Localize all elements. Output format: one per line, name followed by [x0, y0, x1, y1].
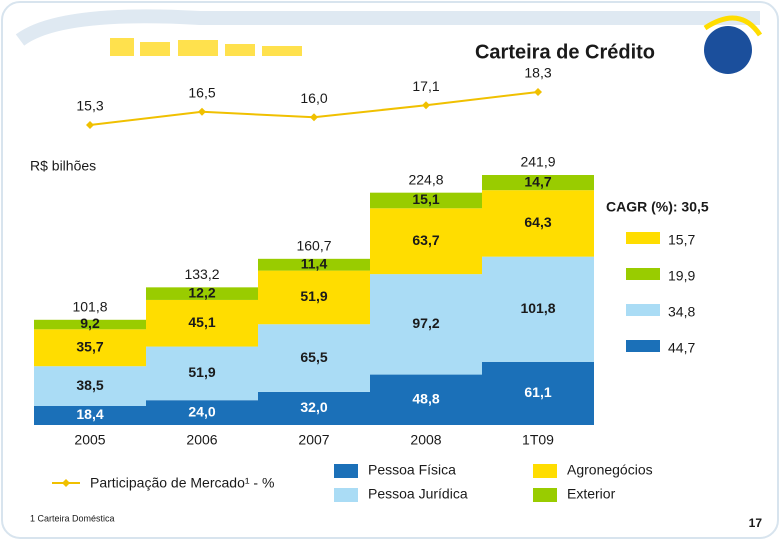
cagr-title: CAGR (%): 30,5 — [606, 199, 709, 215]
bar-segment — [146, 400, 258, 425]
legend-swatch — [334, 464, 358, 478]
value-label: 14,7 — [524, 173, 551, 189]
value-label: 24,0 — [188, 403, 215, 419]
decor-block — [110, 38, 134, 56]
x-tick-label: 2005 — [74, 432, 105, 448]
bar-segment — [34, 366, 146, 406]
line-marker — [534, 88, 542, 96]
legend-label: Participação de Mercado¹ - % — [90, 475, 274, 491]
value-label: 35,7 — [76, 338, 103, 354]
unit-label: R$ bilhões — [30, 158, 96, 174]
x-tick-label: 1T09 — [522, 432, 554, 448]
legend-label: Pessoa Física — [368, 462, 456, 478]
value-label: 12,2 — [188, 284, 215, 300]
value-label: 48,8 — [412, 390, 439, 406]
value-label: 97,2 — [412, 315, 439, 331]
line-value-label: 16,0 — [300, 90, 327, 106]
decor-emblem — [704, 26, 752, 74]
cagr-label: 34,8 — [668, 304, 695, 320]
footnote: 1 Carteira Doméstica — [30, 513, 115, 523]
legend-label: Exterior — [567, 486, 616, 502]
legend-swatch — [334, 488, 358, 502]
chart-title: Carteira de Crédito — [475, 41, 655, 63]
total-label: 224,8 — [408, 171, 443, 187]
legend-swatch — [533, 488, 557, 502]
cagr-label: 15,7 — [668, 232, 695, 248]
bar-segment — [258, 391, 370, 425]
line-marker — [422, 101, 430, 110]
bar-segment — [370, 192, 482, 209]
legend-label: Agronegócios — [567, 462, 653, 478]
cagr-swatch — [626, 340, 660, 352]
decor-logo — [110, 15, 763, 74]
cagr-label: 44,7 — [668, 340, 695, 356]
decor-arc — [703, 15, 763, 37]
value-label: 45,1 — [188, 314, 215, 330]
cagr-swatch — [626, 232, 660, 244]
line-value-label: 16,5 — [188, 85, 215, 101]
value-label: 64,3 — [524, 214, 551, 230]
value-label: 51,9 — [300, 288, 327, 304]
value-label: 15,1 — [412, 191, 439, 207]
decor-block — [225, 44, 255, 56]
line-marker — [86, 121, 94, 129]
value-label: 51,9 — [188, 364, 215, 380]
bar-segment — [34, 329, 146, 367]
line-marker — [198, 107, 206, 116]
bar-segment — [482, 190, 594, 257]
total-label: 133,2 — [184, 266, 219, 282]
legend-marker — [62, 479, 70, 487]
legend-label: Pessoa Jurídica — [368, 486, 468, 502]
decor-band — [15, 9, 760, 46]
bar-segment — [370, 208, 482, 275]
bar-segment — [370, 274, 482, 375]
value-label: 9,2 — [80, 315, 100, 331]
cagr-swatch — [626, 268, 660, 280]
value-label: 38,5 — [76, 377, 103, 393]
bar-segment — [482, 256, 594, 362]
x-tick-label: 2006 — [186, 432, 217, 448]
value-label: 32,0 — [300, 399, 327, 415]
bar-segment — [482, 175, 594, 191]
value-label: 65,5 — [300, 349, 327, 365]
bar-segment — [258, 324, 370, 392]
x-tick-label: 2008 — [410, 432, 441, 448]
bar-segment — [370, 374, 482, 425]
decor-block — [140, 42, 170, 56]
bar-segment — [146, 346, 258, 401]
page-number: 17 — [749, 516, 763, 530]
decor-block — [178, 40, 218, 56]
total-label: 160,7 — [296, 238, 331, 254]
line-marker — [310, 113, 318, 122]
decor-block — [262, 46, 302, 56]
value-label: 61,1 — [524, 384, 551, 400]
legend-swatch — [533, 464, 557, 478]
line-value-label: 15,3 — [76, 98, 103, 114]
bar-segment — [258, 258, 370, 271]
total-label: 241,9 — [520, 154, 555, 170]
cagr-swatch — [626, 304, 660, 316]
value-label: 63,7 — [412, 232, 439, 248]
bar-segment — [34, 319, 146, 330]
bar-segment — [34, 405, 146, 425]
value-label: 11,4 — [301, 255, 328, 271]
cagr-label: 19,9 — [668, 268, 695, 284]
value-label: 18,4 — [76, 406, 103, 422]
bar-segment — [258, 270, 370, 325]
line-value-label: 17,1 — [412, 78, 439, 94]
total-label: 101,8 — [72, 298, 107, 314]
bar-segment — [482, 361, 594, 425]
line-value-label: 18,3 — [524, 65, 551, 81]
bar-segment — [146, 299, 258, 347]
bar-segment — [146, 287, 258, 300]
x-tick-label: 2007 — [298, 432, 329, 448]
value-label: 101,8 — [520, 300, 555, 316]
